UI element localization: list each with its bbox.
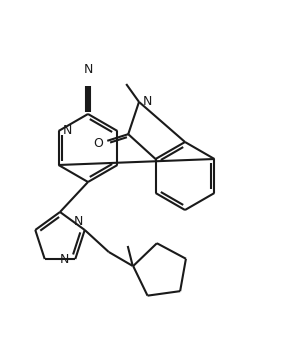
Text: O: O — [94, 137, 103, 150]
Text: N: N — [143, 95, 152, 108]
Text: N: N — [60, 253, 69, 265]
Text: N: N — [63, 124, 72, 137]
Text: N: N — [73, 215, 83, 228]
Text: N: N — [83, 63, 93, 76]
